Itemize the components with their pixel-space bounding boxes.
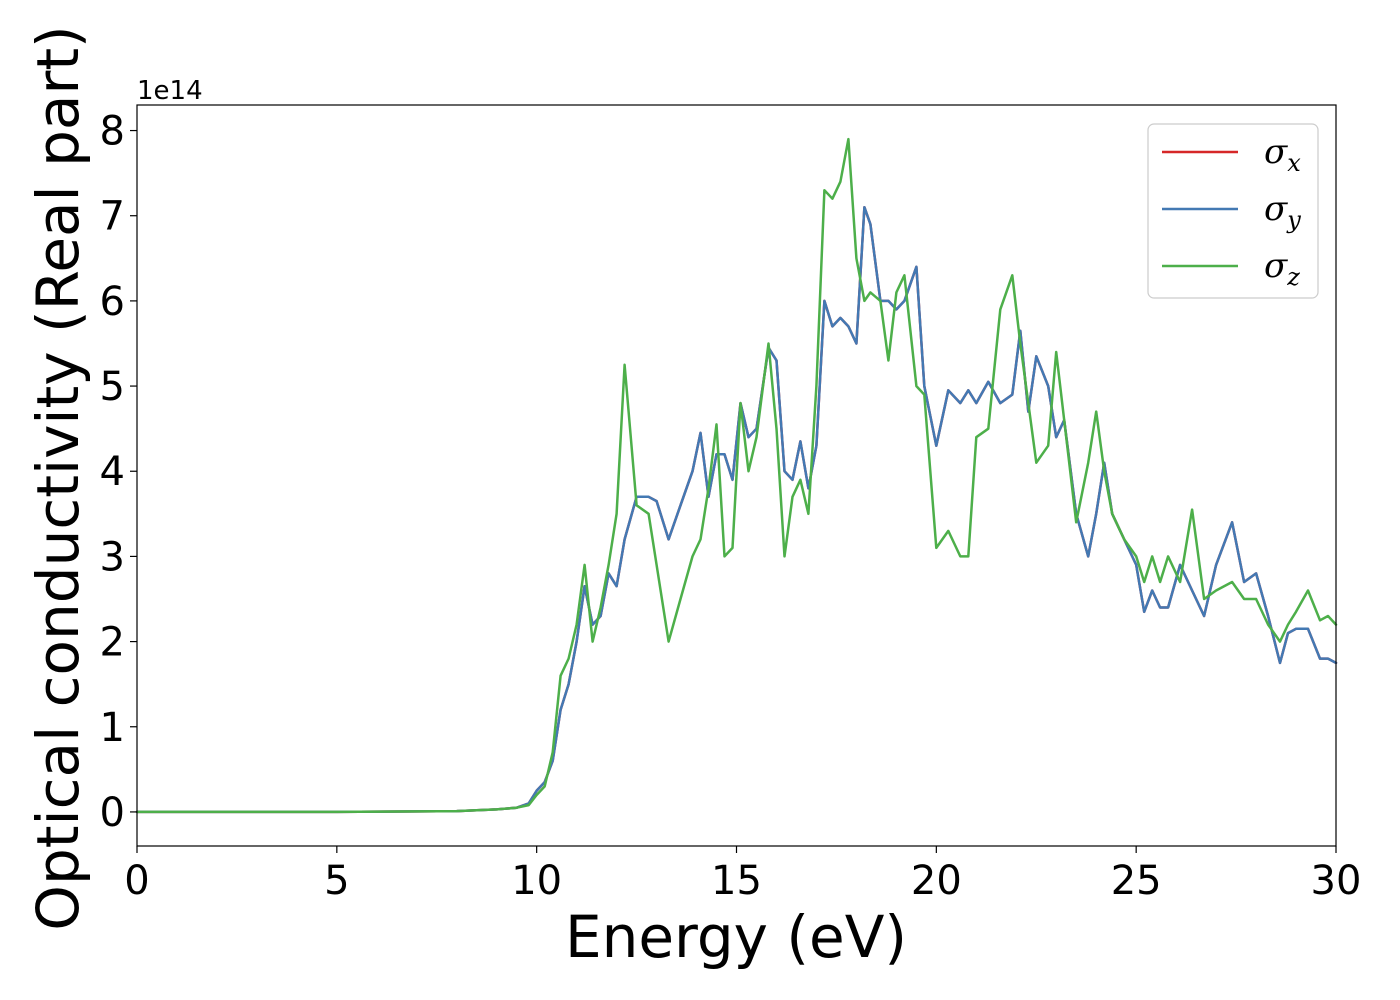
x-tick-label: 10 [511, 858, 562, 904]
y-tick-label: 5 [100, 364, 125, 410]
legend-label-subscript: y [1286, 206, 1301, 234]
x-tick-label: 15 [711, 858, 762, 904]
y-axis-title: Optical conductivity (Real part) [24, 25, 92, 930]
x-tick-label: 0 [124, 858, 149, 904]
legend-label-subscript: z [1286, 263, 1300, 291]
legend-label-base: σ [1264, 246, 1288, 286]
y-tick-label: 1 [100, 705, 125, 751]
y-tick-label: 0 [100, 790, 125, 836]
legend-label-z: σz [1264, 246, 1300, 291]
plot-area [135, 137, 1338, 814]
legend-label-base: σ [1264, 189, 1288, 229]
y-offset-label: 1e14 [137, 76, 203, 106]
series-line-y [135, 205, 1338, 814]
series-line-z [135, 137, 1338, 814]
y-tick-label: 2 [100, 620, 125, 666]
legend-label-base: σ [1264, 132, 1288, 172]
x-tick-label: 20 [911, 858, 962, 904]
y-tick-label: 7 [100, 194, 125, 240]
x-axis-title: Energy (eV) [565, 903, 907, 971]
legend-box [1147, 123, 1319, 299]
y-tick-label: 6 [100, 279, 125, 325]
legend-label-x: σx [1264, 132, 1301, 177]
x-axis: 0 5 10 15 20 25 30 [124, 846, 1361, 904]
y-tick-label: 4 [100, 449, 125, 495]
y-tick-label: 3 [100, 534, 125, 580]
x-tick-label: 30 [1311, 858, 1362, 904]
y-tick-label: 8 [100, 109, 125, 155]
x-tick-label: 5 [324, 858, 349, 904]
legend-label-y: σy [1264, 189, 1301, 234]
y-axis: 0 1 2 3 4 5 6 7 8 [100, 109, 137, 836]
x-tick-label: 25 [1111, 858, 1162, 904]
legend-label-subscript: x [1287, 149, 1301, 177]
